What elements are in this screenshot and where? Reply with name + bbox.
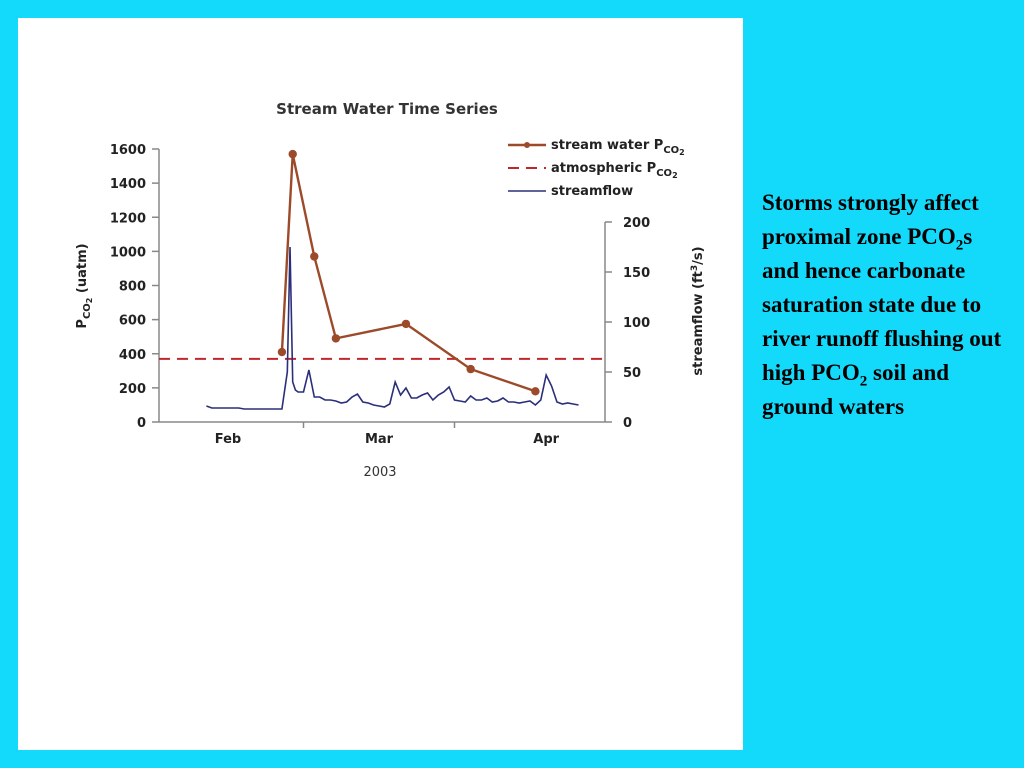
chart: Stream Water Time Series 0 200 400 600 800 10… [75, 100, 706, 480]
right-y-axis-title: streamflow (ft3/s) [690, 246, 706, 375]
left-y-axis-title: PCO2 (uatm) [75, 243, 94, 328]
stream-water-pco2-points [277, 149, 540, 396]
legend-flow-label: streamflow [551, 184, 633, 199]
stream-water-pco2-point [401, 319, 411, 329]
left-tick-label: 1400 [110, 177, 146, 192]
x-tick-label: Apr [533, 432, 559, 447]
left-tick-label: 800 [119, 280, 146, 295]
right-tick-label: 0 [623, 416, 632, 431]
stream-water-pco2-point [531, 387, 540, 396]
right-tick-label: 100 [623, 316, 650, 331]
right-tick-label: 150 [623, 266, 650, 281]
x-tick-label: Mar [365, 432, 394, 447]
left-tick-label: 0 [137, 416, 146, 431]
streamflow-line [206, 246, 579, 410]
legend-stream-label: stream water PCO2 [551, 138, 685, 157]
left-tick-label: 400 [119, 348, 146, 363]
left-tick-label: 1000 [110, 245, 146, 260]
chart-title: Stream Water Time Series [276, 100, 498, 118]
slide-caption: Storms strongly affect proximal zone PCO… [762, 190, 1002, 419]
stream-water-pco2-point [288, 149, 297, 159]
stream-water-pco2-point [310, 252, 319, 261]
stream-water-pco2-point [331, 334, 341, 343]
slide-canvas: Stream Water Time Series 0 200 400 600 800 10… [18, 18, 743, 750]
x-axis-title: 2003 [363, 465, 396, 480]
right-tick-label: 200 [623, 216, 650, 231]
right-tick-label: 50 [623, 366, 641, 381]
stream-water-pco2-line [280, 153, 536, 393]
stream-water-pco2-point [277, 347, 287, 357]
legend-stream-marker [524, 142, 530, 148]
x-tick-label: Feb [215, 432, 241, 447]
legend: stream water PCO2 atmospheric PCO2 strea… [508, 138, 685, 199]
right-tick-group: 0 50 100 150 200 [605, 216, 650, 431]
left-tick-label: 200 [119, 382, 146, 397]
left-tick-label: 1200 [110, 211, 146, 226]
x-tick-group: Feb Mar Apr [215, 422, 560, 447]
left-tick-group: 0 200 400 600 800 1000 1200 1400 1600 [110, 143, 159, 431]
left-tick-label: 1600 [110, 143, 146, 158]
legend-atmos-label: atmospheric PCO2 [551, 161, 678, 180]
stream-water-pco2-point [466, 364, 475, 374]
left-tick-label: 600 [119, 314, 146, 329]
